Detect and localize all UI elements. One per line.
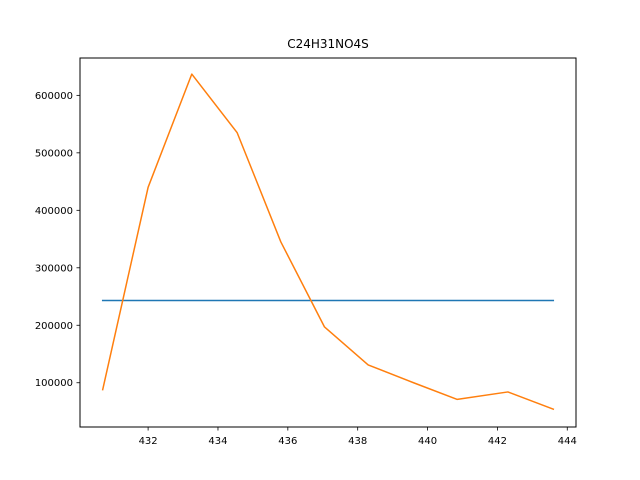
chart-title: C24H31NO4S [287, 37, 369, 51]
x-tick-label: 444 [558, 436, 577, 447]
x-tick-label: 442 [488, 436, 507, 447]
series-line-2 [101, 73, 555, 411]
y-tick-label: 300000 [35, 263, 73, 274]
x-tick-label: 438 [348, 436, 367, 447]
series-layer [101, 73, 555, 411]
y-tick-label: 100000 [35, 378, 73, 389]
y-tick-label: 500000 [35, 148, 73, 159]
y-tick-label: 600000 [35, 91, 73, 102]
x-tick-label: 432 [139, 436, 158, 447]
x-tick-label: 436 [278, 436, 297, 447]
y-tick-label: 200000 [35, 321, 73, 332]
x-tick-label: 434 [208, 436, 227, 447]
plot-frame [79, 57, 577, 428]
y-tick-label: 400000 [35, 206, 73, 217]
x-tick-label: 440 [418, 436, 437, 447]
ticks-layer: 432 434 436 438 440 442 444 100000 200000 300000 4… [35, 91, 577, 447]
